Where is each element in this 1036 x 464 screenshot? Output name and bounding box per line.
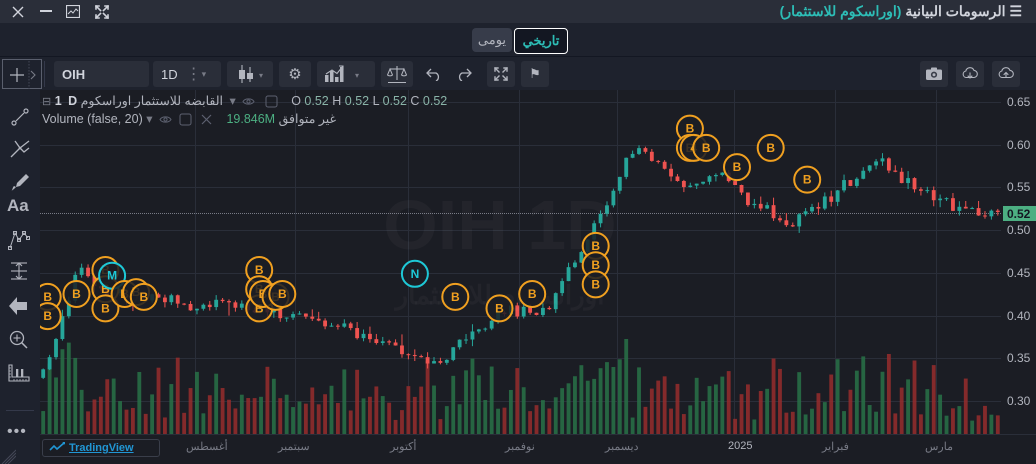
svg-text:B: B — [803, 173, 812, 187]
svg-text:B: B — [495, 301, 504, 315]
svg-text:M: M — [107, 269, 117, 283]
svg-text:B: B — [591, 258, 600, 272]
svg-text:B: B — [528, 287, 537, 301]
svg-text:B: B — [278, 287, 287, 301]
svg-text:▾: ▾ — [355, 71, 359, 80]
svg-text:B: B — [72, 287, 81, 301]
svg-text:B: B — [451, 290, 460, 304]
svg-text:B: B — [702, 141, 711, 155]
svg-text:B: B — [686, 122, 695, 136]
svg-text:B: B — [139, 290, 148, 304]
svg-text:B: B — [101, 301, 110, 315]
svg-text:B: B — [591, 277, 600, 291]
svg-text:B: B — [591, 239, 600, 253]
svg-text:N: N — [411, 267, 420, 281]
svg-text:B: B — [733, 160, 742, 174]
svg-text:B: B — [43, 290, 52, 304]
svg-text:B: B — [255, 263, 264, 277]
svg-text:B: B — [43, 309, 52, 323]
svg-text:▾: ▾ — [259, 71, 263, 80]
svg-text:B: B — [766, 141, 775, 155]
